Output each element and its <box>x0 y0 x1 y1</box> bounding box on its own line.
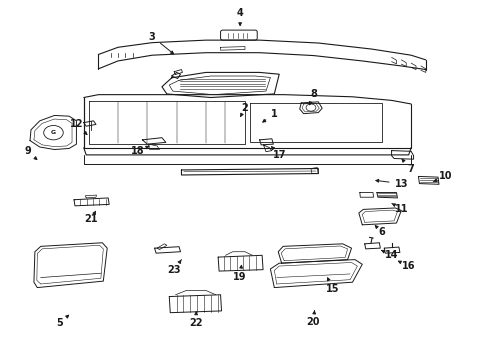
Text: 21: 21 <box>84 211 98 224</box>
Text: 23: 23 <box>168 260 181 275</box>
Text: 18: 18 <box>131 146 149 156</box>
Text: 14: 14 <box>382 250 398 260</box>
Text: 1: 1 <box>263 109 278 122</box>
Text: 9: 9 <box>24 146 37 159</box>
Text: 8: 8 <box>309 89 317 105</box>
Text: 16: 16 <box>398 261 416 271</box>
Text: 7: 7 <box>402 159 415 174</box>
Text: 3: 3 <box>149 32 173 54</box>
Text: 2: 2 <box>241 103 248 116</box>
Text: 17: 17 <box>271 147 286 160</box>
Text: 11: 11 <box>392 203 408 214</box>
Text: 4: 4 <box>237 8 244 26</box>
Text: 13: 13 <box>376 179 408 189</box>
Text: 22: 22 <box>190 312 203 328</box>
Text: 19: 19 <box>233 265 247 282</box>
Text: 20: 20 <box>307 311 320 327</box>
Text: 5: 5 <box>56 315 69 328</box>
Text: 6: 6 <box>375 226 385 237</box>
Text: 10: 10 <box>433 171 452 182</box>
Text: 15: 15 <box>326 278 340 294</box>
Text: G: G <box>51 130 56 135</box>
Text: 12: 12 <box>70 120 87 135</box>
